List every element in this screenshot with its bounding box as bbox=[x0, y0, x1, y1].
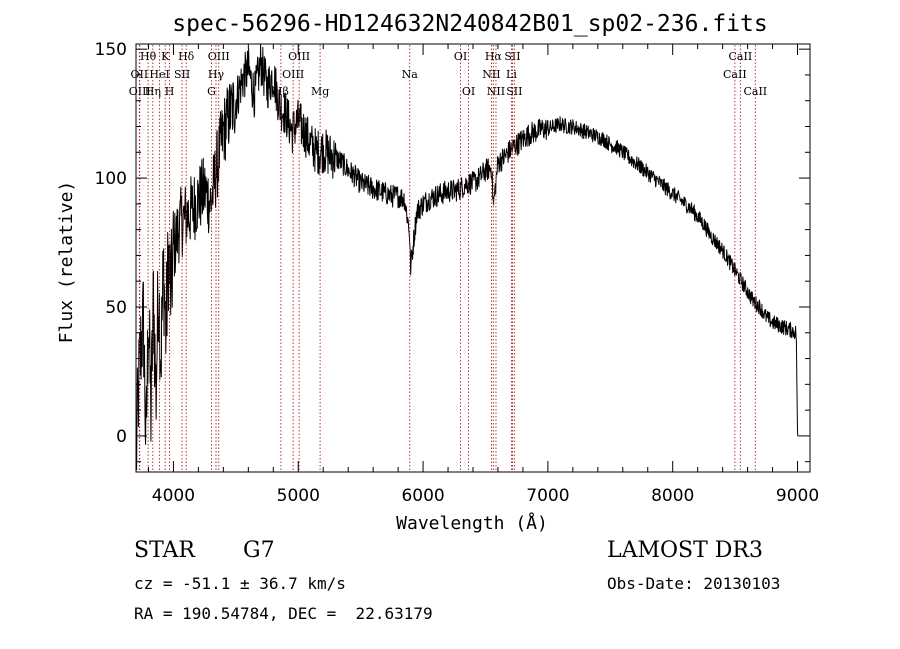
obs-date: Obs-Date: 20130103 bbox=[607, 574, 781, 593]
line-label-9: OIII bbox=[208, 50, 230, 63]
line-label-7: SII bbox=[174, 68, 190, 81]
line-label-20: SII bbox=[504, 50, 520, 63]
x-tick-label: 9000 bbox=[776, 486, 819, 506]
line-label-25: CaII bbox=[729, 50, 753, 63]
plot-area bbox=[135, 43, 811, 473]
line-label-10: Hγ bbox=[208, 68, 225, 81]
coordinates: RA = 190.54784, DEC = 22.63179 bbox=[134, 604, 433, 623]
y-tick-label: 50 bbox=[105, 298, 127, 318]
x-tick-label: 4000 bbox=[152, 486, 195, 506]
line-label-24: SII bbox=[506, 85, 522, 98]
line-label-18: OI bbox=[462, 85, 475, 98]
line-label-6: Hδ bbox=[178, 50, 195, 63]
y-tick-label: 0 bbox=[116, 427, 127, 447]
line-label-14: Hβ bbox=[273, 85, 289, 98]
line-label-2: OIII bbox=[129, 85, 151, 98]
line-label-8: H bbox=[165, 85, 175, 98]
object-class: STAR bbox=[134, 538, 195, 563]
object-subclass: G7 bbox=[243, 538, 275, 563]
x-tick-label: 6000 bbox=[401, 486, 444, 506]
line-label-11: G bbox=[207, 85, 216, 98]
line-label-12: OIII bbox=[288, 50, 310, 63]
line-label-17: OI bbox=[454, 50, 467, 63]
x-tick-label: 7000 bbox=[526, 486, 569, 506]
chart-title: spec-56296-HD124632N240842B01_sp02-236.f… bbox=[172, 11, 767, 37]
line-label-3: K bbox=[161, 50, 170, 63]
line-label-13: OIII bbox=[282, 68, 304, 81]
spectrum-line bbox=[135, 44, 799, 471]
redshift-readout: cz = -51.1 ± 36.7 km/s bbox=[134, 574, 346, 593]
line-label-5: Hη bbox=[145, 85, 161, 98]
line-label-26: CaII bbox=[723, 68, 747, 81]
x-tick-label: 5000 bbox=[277, 486, 320, 506]
x-tick-label: 8000 bbox=[651, 486, 694, 506]
line-label-0: Hθ bbox=[140, 50, 157, 63]
y-tick-label: 100 bbox=[95, 169, 127, 189]
line-label-27: CaII bbox=[743, 85, 767, 98]
y-axis-label: Flux (relative) bbox=[56, 181, 77, 344]
line-label-15: Mg bbox=[311, 85, 329, 98]
line-label-22: Li bbox=[506, 68, 517, 81]
line-label-19: Hα bbox=[485, 50, 503, 63]
axis-ticks: 4000 5000 6000 7000 8000 9000 0 50 100 150 bbox=[95, 40, 820, 506]
line-label-4: HeI bbox=[149, 68, 169, 81]
line-label-23: NII bbox=[487, 85, 505, 98]
survey-name: LAMOST DR3 bbox=[607, 538, 763, 563]
line-label-16: Na bbox=[402, 68, 419, 81]
y-tick-label: 150 bbox=[95, 40, 127, 60]
line-label-21: NII bbox=[482, 68, 500, 81]
x-axis-label: Wavelength (Å) bbox=[396, 512, 548, 534]
